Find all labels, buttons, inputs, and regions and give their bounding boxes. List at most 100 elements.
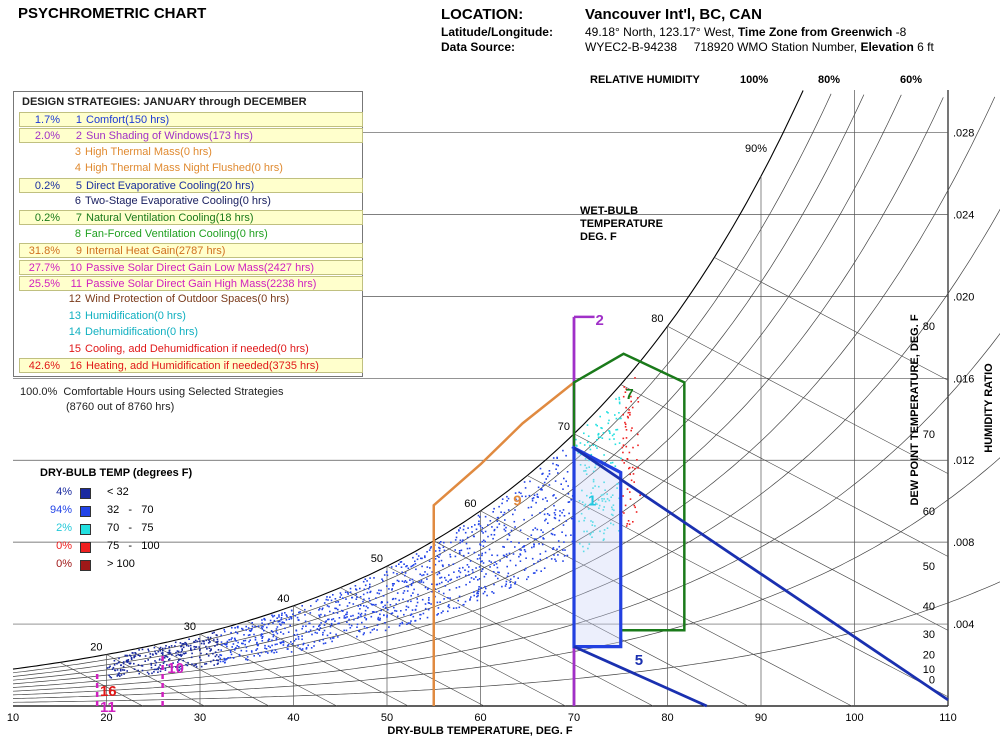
hourly-point [552, 548, 554, 550]
hourly-point [367, 607, 369, 609]
hourly-point [491, 591, 493, 593]
strategy-row-12[interactable]: 12 Wind Protection of Outdoor Spaces(0 hr… [19, 292, 363, 307]
strategy-row-1[interactable]: 1.7% 1 Comfort(150 hrs) [19, 112, 363, 127]
strategy-row-5[interactable]: 0.2% 5 Direct Evaporative Cooling(20 hrs) [19, 177, 363, 193]
hourly-point [213, 639, 215, 641]
hourly-point [392, 571, 395, 574]
hourly-point [428, 560, 431, 562]
strategy-row-11[interactable]: 25.5% 11 Passive Solar Direct Gain High Ma… [19, 276, 363, 291]
dewpoint-tick-label: 40 [923, 601, 935, 613]
hourly-point [442, 564, 444, 567]
hourly-point [205, 639, 208, 642]
hourly-point [370, 615, 373, 618]
hourly-point [548, 473, 551, 475]
hourly-point [284, 612, 286, 614]
hourly-point [177, 650, 180, 653]
hourly-point [514, 526, 516, 528]
hourly-point [257, 625, 260, 627]
hourly-point [576, 445, 578, 447]
hourly-point [478, 554, 480, 556]
strategy-row-16[interactable]: 42.6% 16 Heating, add Humidification if ne… [19, 358, 363, 373]
hourly-point [596, 439, 598, 441]
hourly-point [177, 661, 179, 663]
hourly-point [159, 670, 162, 673]
hourly-point [208, 639, 210, 641]
strategy-row-14[interactable]: 14 Dehumidification(0 hrs) [19, 325, 363, 340]
latlon-value: 49.18° North, 123.17° West, Time Zone fr… [585, 25, 907, 39]
hourly-point [612, 504, 615, 506]
strategy-label: Dehumidification(0 hrs) [85, 326, 199, 339]
humidity-tick-label: .008 [953, 537, 974, 549]
hourly-point [618, 497, 620, 500]
hourly-point [551, 533, 554, 536]
hourly-point [459, 541, 461, 544]
hourly-point [531, 557, 534, 560]
hourly-point [598, 504, 601, 507]
hourly-point [601, 437, 604, 439]
strategy-row-6[interactable]: 6 Two-Stage Evaporative Cooling(0 hrs) [19, 194, 363, 209]
strategy-row-2[interactable]: 2.0% 2 Sun Shading of Windows(173 hrs) [19, 128, 363, 144]
strategy-row-15[interactable]: 15 Cooling, add Dehumidfication if needed… [19, 342, 363, 357]
hourly-point [503, 511, 506, 514]
hourly-point [577, 452, 579, 454]
strategy-row-8[interactable]: 8 Fan-Forced Ventilation Cooling(0 hrs) [19, 227, 363, 242]
hourly-point [363, 588, 366, 591]
hourly-point [373, 577, 375, 579]
hourly-point [407, 622, 410, 624]
strategy-pct: 0.2% [34, 212, 60, 225]
hourly-point [544, 550, 547, 553]
hourly-point [353, 618, 355, 621]
x-tick-label: 110 [939, 712, 957, 724]
hourly-point [420, 613, 422, 616]
hourly-point [396, 573, 398, 575]
legend-range: 32 - 70 [107, 504, 154, 516]
strategy-row-7[interactable]: 0.2% 7 Natural Ventilation Cooling(18 hrs) [19, 210, 363, 226]
hourly-point [278, 616, 280, 618]
hourly-point [632, 446, 634, 449]
humidity-tick-label: .024 [953, 209, 974, 221]
hourly-point [497, 516, 499, 519]
hourly-point [507, 572, 510, 575]
hourly-point [245, 658, 247, 661]
hourly-point [261, 633, 264, 636]
hourly-point [606, 493, 608, 495]
hourly-point [478, 578, 481, 580]
hourly-point [565, 454, 567, 457]
hourly-point [328, 618, 330, 621]
hourly-point [357, 605, 360, 607]
strategy-row-10[interactable]: 27.7% 10 Passive Solar Direct Gain Low Mas… [19, 259, 363, 275]
hourly-point [286, 615, 288, 617]
hourly-point [178, 654, 181, 656]
hourly-point [326, 605, 329, 607]
hourly-point [338, 622, 340, 625]
hourly-point [608, 430, 611, 433]
hourly-point [581, 489, 583, 492]
hourly-point [268, 638, 271, 641]
hourly-point [627, 520, 630, 522]
hourly-point [449, 553, 451, 556]
hourly-point [212, 652, 214, 655]
hourly-point [625, 437, 628, 439]
legend-swatch [80, 488, 91, 499]
hourly-point [570, 499, 572, 501]
strategy-row-9[interactable]: 31.8% 9 Internal Heat Gain(2787 hrs) [19, 243, 363, 259]
hourly-point [210, 648, 212, 650]
strategy-row-4[interactable]: 4 High Thermal Mass Night Flushed(0 hrs) [19, 161, 363, 176]
hourly-point [624, 426, 627, 428]
hourly-point [244, 643, 246, 646]
hourly-point [160, 652, 163, 654]
hourly-point [567, 501, 570, 503]
hourly-point [564, 549, 566, 551]
hourly-point [478, 566, 481, 568]
hourly-point [272, 633, 275, 636]
hourly-point [338, 617, 341, 619]
hourly-point [479, 544, 482, 546]
hourly-point [229, 656, 231, 659]
hourly-point [411, 565, 414, 567]
hourly-point [630, 429, 632, 432]
strategy-pct: 0.2% [34, 179, 60, 192]
strategy-row-3[interactable]: 3 High Thermal Mass(0 hrs) [19, 145, 363, 160]
hourly-point [494, 561, 496, 563]
strategy-row-13[interactable]: 13 Humidification(0 hrs) [19, 309, 363, 324]
hourly-point [217, 655, 220, 658]
